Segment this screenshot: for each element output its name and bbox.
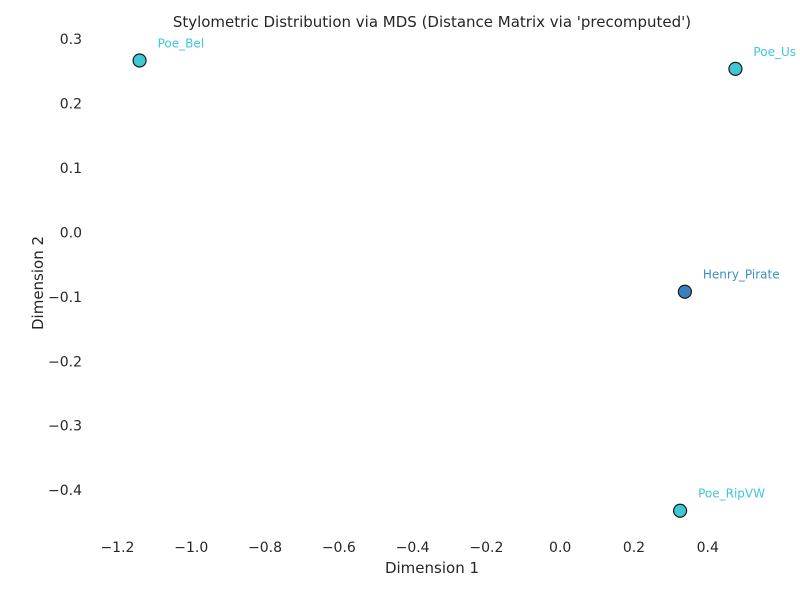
x-tick-label: −1.0 — [174, 540, 208, 556]
x-tick-label: −0.6 — [322, 540, 356, 556]
x-tick-label: 0.2 — [623, 540, 645, 556]
x-tick-label: −0.2 — [469, 540, 503, 556]
scatter-point — [132, 53, 147, 68]
scatter-points: Poe_Bel Poe_Us Henry_Pirate Poe_RipVW — [132, 36, 796, 518]
y-tick-label: 0.0 — [60, 225, 82, 241]
y-tick-label: 0.1 — [60, 161, 82, 177]
x-tick-label: −0.4 — [396, 540, 430, 556]
x-tick-label: −0.8 — [248, 540, 282, 556]
y-tick-label: 0.3 — [60, 32, 82, 48]
x-tick-label: −1.2 — [100, 540, 134, 556]
x-tick-label: 0.4 — [697, 540, 719, 556]
y-axis-title: Dimension 2 — [29, 236, 47, 330]
y-tick-label: −0.3 — [48, 419, 82, 435]
point-label: Poe_RipVW — [698, 487, 765, 501]
y-tick-label: −0.4 — [48, 483, 82, 499]
point-label: Henry_Pirate — [703, 268, 780, 282]
y-tick-label: −0.1 — [48, 290, 82, 306]
scatter-point — [672, 503, 688, 518]
y-tick-label: 0.2 — [60, 97, 82, 113]
x-tick-label: 0.0 — [549, 540, 571, 556]
chart-title: Stylometric Distribution via MDS (Distan… — [173, 13, 691, 31]
scatter-point — [677, 284, 692, 299]
x-axis-ticks: −1.2 −1.0 −0.8 −0.6 −0.4 −0.2 0.0 0.2 0.4 — [100, 540, 719, 556]
point-label: Poe_Bel — [158, 36, 204, 50]
y-tick-label: −0.2 — [48, 354, 82, 370]
point-label: Poe_Us — [753, 45, 796, 59]
y-axis-ticks: 0.3 0.2 0.1 0.0 −0.1 −0.2 −0.3 −0.4 — [48, 32, 82, 499]
x-axis-title: Dimension 1 — [385, 559, 479, 577]
scatter-point — [728, 61, 743, 76]
